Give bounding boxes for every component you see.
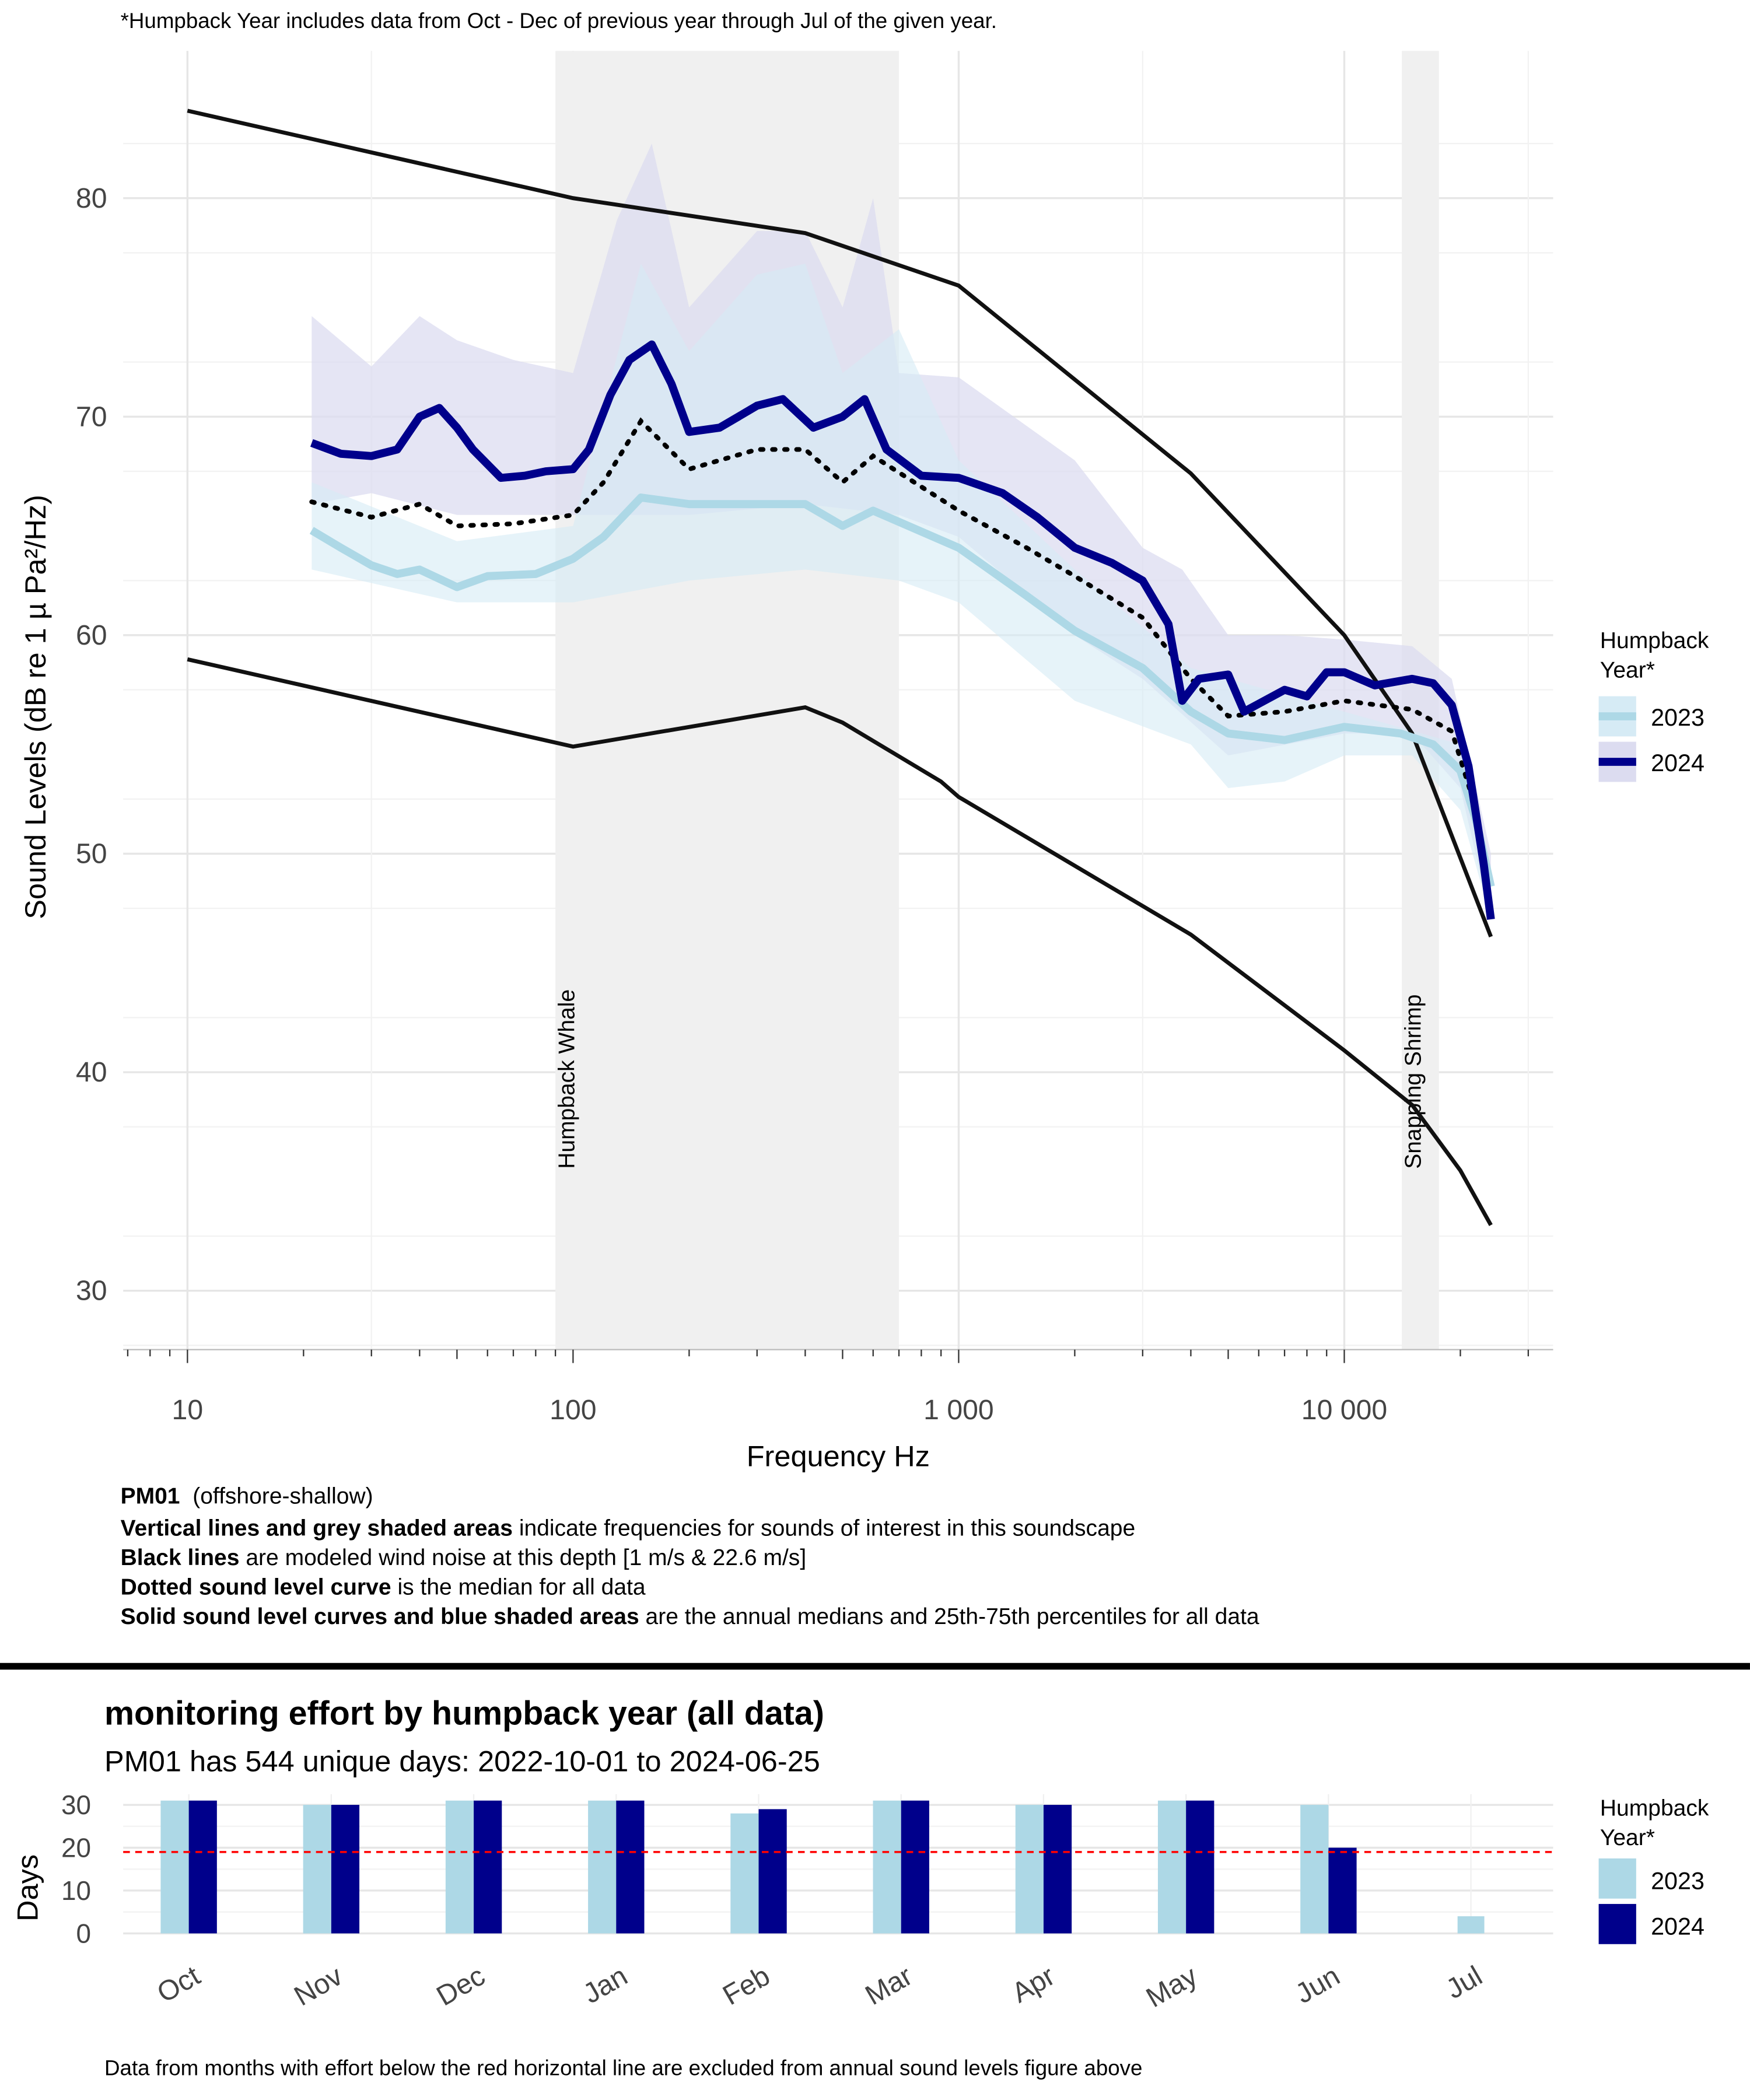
x-tick-label: 10 — [172, 1394, 204, 1426]
bar-2023-Jan — [588, 1800, 617, 1934]
bar-2024-May — [1186, 1800, 1214, 1934]
y-axis-label: Sound Levels (dB re 1 µ Pa²/Hz) — [19, 495, 52, 919]
bar-2023-Feb — [730, 1813, 759, 1934]
site-type: (offshore-shallow) — [192, 1483, 373, 1509]
top-note: *Humpback Year includes data from Oct - … — [120, 10, 998, 34]
median-line-all — [309, 417, 1493, 911]
section-divider — [0, 1662, 1750, 1670]
y-tick-label: 60 — [76, 620, 107, 651]
y-tick-label: 40 — [76, 1056, 107, 1088]
caption-bold: Black lines — [120, 1545, 240, 1571]
x-tick-label: Jun — [1290, 1960, 1345, 2010]
x-axis-label: Frequency Hz — [747, 1439, 930, 1472]
bar-2024-Oct — [188, 1800, 217, 1934]
x-tick-label: Nov — [289, 1960, 348, 2013]
x-tick-label: May — [1141, 1960, 1203, 2014]
x-tick-label: Feb — [718, 1960, 775, 2011]
y-tick-label: 70 — [76, 401, 107, 432]
effort-bar-chart: 0 10 20 30 Oct Nov Dec Jan Feb Mar Apr May Jun Jul Da… — [10, 1790, 1709, 2014]
bar-2023-Dec — [445, 1800, 474, 1934]
y-tick-label: 10 — [61, 1875, 91, 1906]
legend-title-text: Humpback — [1600, 628, 1709, 653]
y-tick-label: 20 — [61, 1833, 91, 1863]
caption-site: PM01 (offshore-shallow) — [121, 1483, 373, 1510]
x-tick-label: Jul — [1441, 1960, 1488, 2006]
legend-key — [1598, 1858, 1636, 1899]
bar-2024-Apr — [1043, 1805, 1072, 1934]
legend-title-line2: Year* — [1600, 657, 1655, 682]
y-tick-label: 30 — [61, 1790, 91, 1820]
bar-2023-Jul — [1457, 1916, 1485, 1934]
site-id: PM01 — [120, 1483, 180, 1509]
sound-level-chart: Humpback Whale Snapping Shrimp 10 100 1 000… — [19, 51, 1709, 1472]
legend: Humpback Year* 2023 2024 — [1598, 1796, 1709, 1944]
region-label: Humpback Whale — [554, 989, 579, 1169]
caption-text: is the median for all data — [397, 1574, 646, 1600]
bar-2023-Jun — [1300, 1805, 1329, 1934]
legend-key — [1598, 1903, 1636, 1944]
x-tick-label: Dec — [431, 1960, 490, 2013]
caption-text: indicate frequencies for sounds of inter… — [519, 1516, 1136, 1541]
y-tick-label: 50 — [76, 838, 107, 870]
legend-title-line2: Year* — [1600, 1825, 1655, 1850]
caption-text: are modeled wind noise at this depth [1 … — [246, 1545, 807, 1571]
legend-label: 2024 — [1651, 750, 1704, 776]
caption-text: are the annual medians and 25th-75th per… — [645, 1604, 1259, 1630]
x-tick-label: Apr — [1006, 1960, 1060, 2009]
percentile-band-2023 — [312, 264, 1491, 919]
median-line-2024 — [310, 340, 1495, 920]
bar-2024-Jan — [616, 1800, 645, 1934]
caption-line: Solid sound level curves and blue shaded… — [121, 1604, 1259, 1631]
bar-2023-Mar — [873, 1800, 901, 1934]
x-tick-label: Jan — [578, 1960, 632, 2010]
caption-line: Dotted sound level curve is the median f… — [121, 1574, 646, 1601]
caption-line: Vertical lines and grey shaded areas ind… — [121, 1516, 1136, 1542]
y-tick-label: 80 — [76, 183, 107, 214]
caption-bold: Dotted sound level curve — [120, 1574, 391, 1600]
x-tick-label: Oct — [152, 1960, 205, 2010]
bar-2024-Feb — [758, 1809, 787, 1934]
bar-2024-Dec — [474, 1800, 502, 1934]
effort-subtitle: PM01 has 544 unique days: 2022-10-01 to … — [104, 1744, 820, 1779]
y-axis-label: Days — [10, 1854, 44, 1922]
caption-line: Black lines are modeled wind noise at th… — [121, 1545, 807, 1572]
x-tick-label: 10 000 — [1301, 1394, 1387, 1426]
caption-bold: Vertical lines and grey shaded areas — [120, 1516, 513, 1541]
x-tick-label: 1 000 — [923, 1394, 994, 1426]
legend-title: Humpback — [1600, 628, 1709, 653]
wind-noise-line — [187, 657, 1493, 1226]
wind-noise-line — [187, 108, 1493, 938]
median-line-2023 — [309, 494, 1495, 888]
region-label: Snapping Shrimp — [1401, 994, 1426, 1168]
bar-2023-May — [1157, 1800, 1186, 1934]
x-tick-label: 100 — [550, 1394, 596, 1426]
legend-label: 2023 — [1651, 704, 1704, 731]
bar-2023-Apr — [1015, 1805, 1044, 1934]
bar-2023-Nov — [303, 1805, 331, 1934]
legend: Humpback Year* 2023 2024 — [1598, 628, 1709, 782]
bar-2023-Oct — [160, 1800, 189, 1934]
bar-2024-Nov — [331, 1805, 360, 1934]
y-tick-label: 0 — [76, 1918, 92, 1948]
caption-bold: Solid sound level curves and blue shaded… — [120, 1604, 639, 1630]
legend-label: 2023 — [1651, 1868, 1704, 1895]
bar-2024-Mar — [901, 1800, 929, 1934]
effort-title: monitoring effort by humpback year (all … — [104, 1695, 824, 1733]
y-tick-label: 30 — [76, 1275, 107, 1307]
footer-note: Data from months with effort below the r… — [104, 2057, 1143, 2081]
bar-2024-Jun — [1328, 1847, 1357, 1934]
legend-label: 2024 — [1651, 1913, 1704, 1940]
x-tick-label: Mar — [860, 1960, 918, 2011]
legend-title: Humpback — [1600, 1796, 1709, 1821]
